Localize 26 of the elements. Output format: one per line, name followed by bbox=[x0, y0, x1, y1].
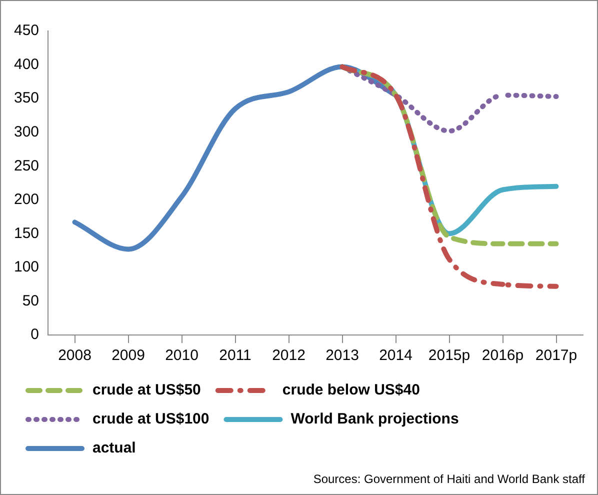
source-note: Sources: Government of Haiti and World Bank staff bbox=[313, 472, 585, 486]
legend-label: actual bbox=[92, 440, 136, 457]
legend-label: crude at US$50 bbox=[92, 382, 201, 399]
y-tick-label: 200 bbox=[14, 191, 40, 208]
y-tick-label: 250 bbox=[14, 157, 40, 174]
x-tick-label: 2017p bbox=[535, 347, 578, 364]
y-tick-label: 0 bbox=[30, 326, 40, 344]
x-tick-label: 2009 bbox=[112, 347, 145, 364]
x-tick-label: 2016p bbox=[482, 347, 524, 364]
y-tick-label: 300 bbox=[14, 123, 40, 140]
x-tick-label: 2013 bbox=[326, 347, 359, 364]
y-tick-label: 150 bbox=[14, 224, 40, 242]
x-tick-label: 2010 bbox=[165, 347, 198, 364]
x-tick-label: 2011 bbox=[219, 347, 252, 364]
y-tick-label: 350 bbox=[14, 90, 40, 107]
legend-label: World Bank projections bbox=[290, 410, 459, 428]
y-tick-label: 50 bbox=[22, 292, 40, 310]
x-tick-label: 2015p bbox=[428, 347, 470, 364]
legend-label: crude at US$100 bbox=[92, 410, 210, 428]
y-tick-label: 400 bbox=[14, 56, 40, 73]
legend-label: crude below US$40 bbox=[282, 382, 420, 399]
x-tick-label: 2008 bbox=[58, 347, 92, 364]
x-tick-label: 2012 bbox=[272, 347, 306, 364]
y-tick-label: 450 bbox=[14, 22, 40, 40]
y-tick-label: 100 bbox=[14, 258, 40, 276]
x-tick-label: 2014 bbox=[379, 347, 412, 364]
